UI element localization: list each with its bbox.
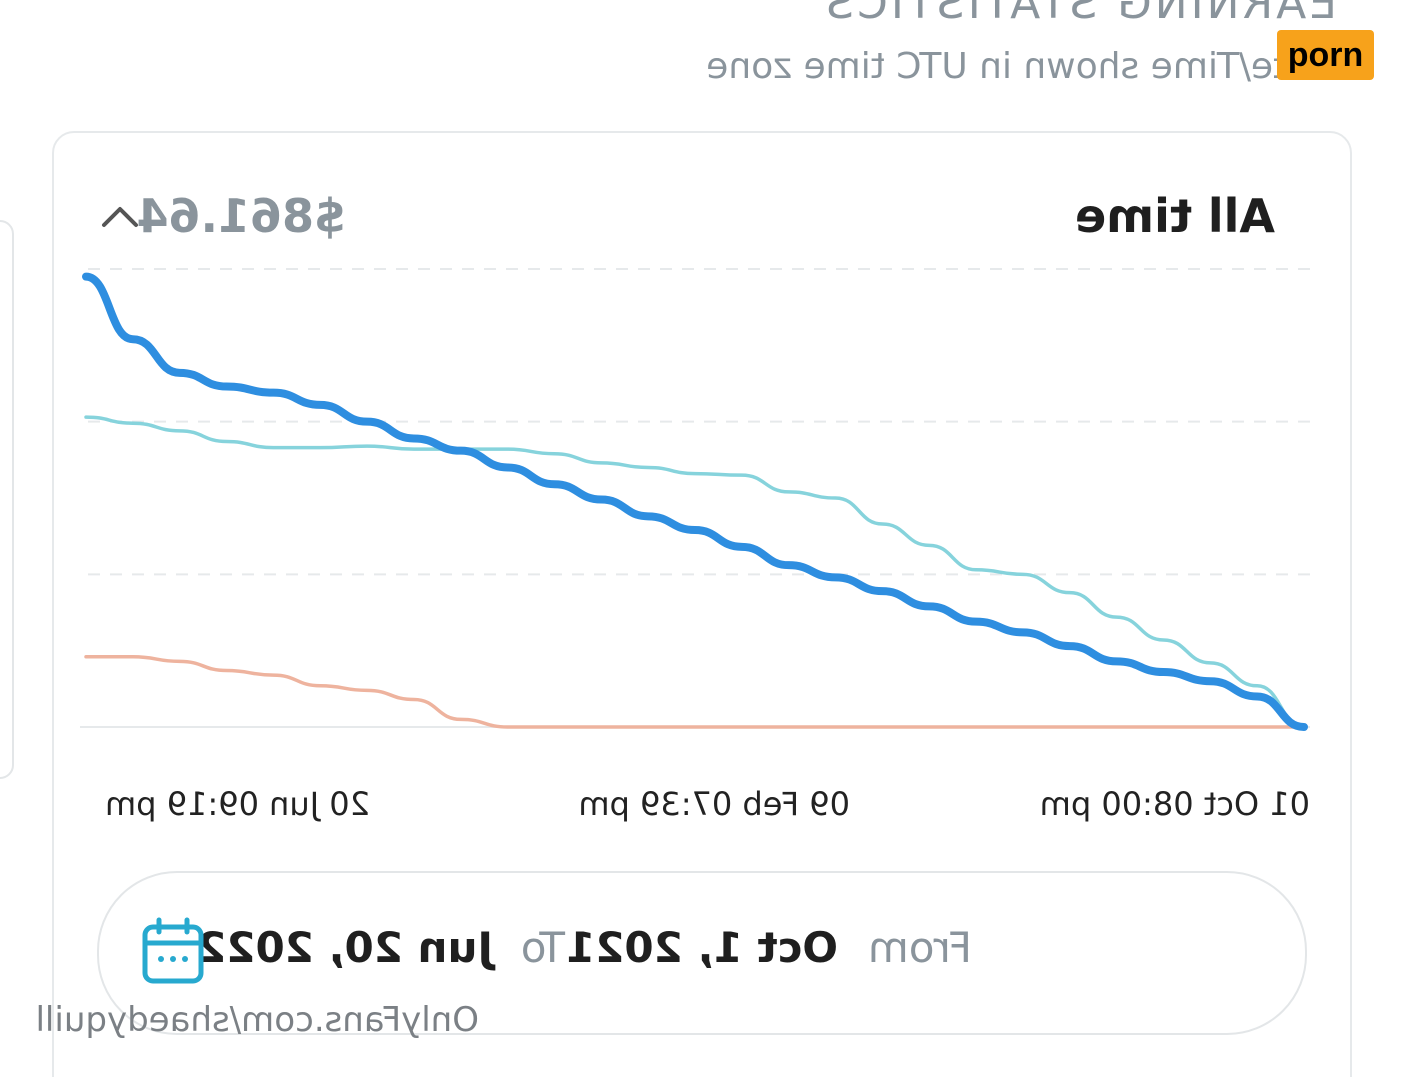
calendar-icon[interactable]	[141, 917, 205, 985]
range-from-date: Oct 1, 2021	[566, 923, 838, 972]
series-line-1	[84, 415, 1306, 729]
adjacent-card-edge[interactable]	[0, 220, 14, 779]
watermark: OnlyFans.com/shaedyquill	[35, 1000, 479, 1040]
total-earnings: $861.64	[136, 189, 346, 243]
earnings-line-chart	[80, 268, 1310, 731]
x-tick-label: 01 Oct 08:00 pm	[1039, 785, 1310, 823]
x-tick-label: 09 Feb 07:39 pm	[578, 785, 850, 823]
series-line-0	[82, 272, 1308, 731]
range-to-date: Jun 20, 2022	[197, 923, 493, 972]
page-title: EARNING STATISTICS	[823, 0, 1337, 29]
date-range-selector[interactable]: From Oct 1, 2021 To Jun 20, 2022	[97, 871, 1307, 1035]
range-from-label: From	[867, 923, 972, 972]
timezone-note: Date/Time shown in UTC time zone	[706, 46, 1337, 87]
period-label: All time	[1074, 189, 1275, 243]
chevron-up-icon[interactable]	[100, 197, 140, 237]
site-badge: porn	[1277, 30, 1374, 80]
x-tick-label: 20 Jun 09:19 pm	[105, 785, 370, 823]
series-line-2	[84, 655, 1306, 729]
earnings-card: All time $861.64 01 Oct 08:00 pm 09 Feb …	[52, 131, 1352, 1077]
range-to-label: To	[520, 923, 565, 972]
